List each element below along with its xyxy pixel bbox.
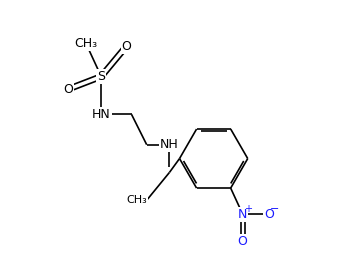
Text: CH₃: CH₃ [126, 195, 147, 205]
Text: O: O [264, 208, 274, 221]
Text: +: + [244, 204, 252, 214]
Text: −: − [270, 204, 279, 214]
Text: O: O [238, 235, 247, 248]
Text: HN: HN [92, 108, 110, 121]
Text: S: S [97, 70, 105, 83]
Text: O: O [121, 40, 131, 53]
Text: N: N [238, 208, 247, 221]
Text: NH: NH [160, 138, 179, 151]
Text: CH₃: CH₃ [74, 37, 98, 50]
Text: O: O [63, 83, 73, 96]
